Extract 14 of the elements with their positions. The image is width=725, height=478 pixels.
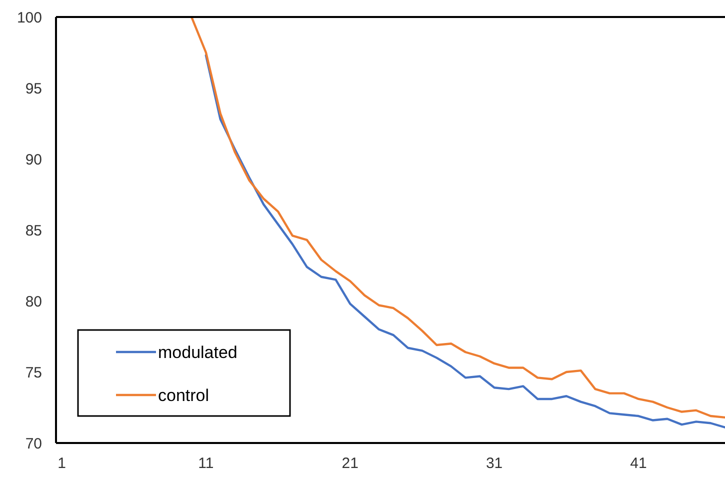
y-tick-label: 95 bbox=[25, 80, 42, 98]
y-tick-label: 70 bbox=[25, 435, 42, 452]
legend-label: modulated bbox=[158, 342, 238, 362]
x-tick-label: 1 bbox=[58, 455, 66, 472]
x-tick-label: 11 bbox=[198, 455, 214, 472]
x-tick-label: 21 bbox=[342, 455, 358, 472]
y-tick-label: 85 bbox=[25, 222, 42, 240]
x-tick-label: 41 bbox=[630, 455, 647, 472]
y-tick-label: 90 bbox=[25, 151, 42, 168]
y-tick-label: 80 bbox=[25, 293, 42, 310]
y-tick-label: 100 bbox=[16, 9, 42, 26]
x-tick-label: 31 bbox=[486, 455, 503, 472]
legend-label: control bbox=[158, 386, 210, 405]
y-tick-label: 75 bbox=[25, 364, 42, 382]
